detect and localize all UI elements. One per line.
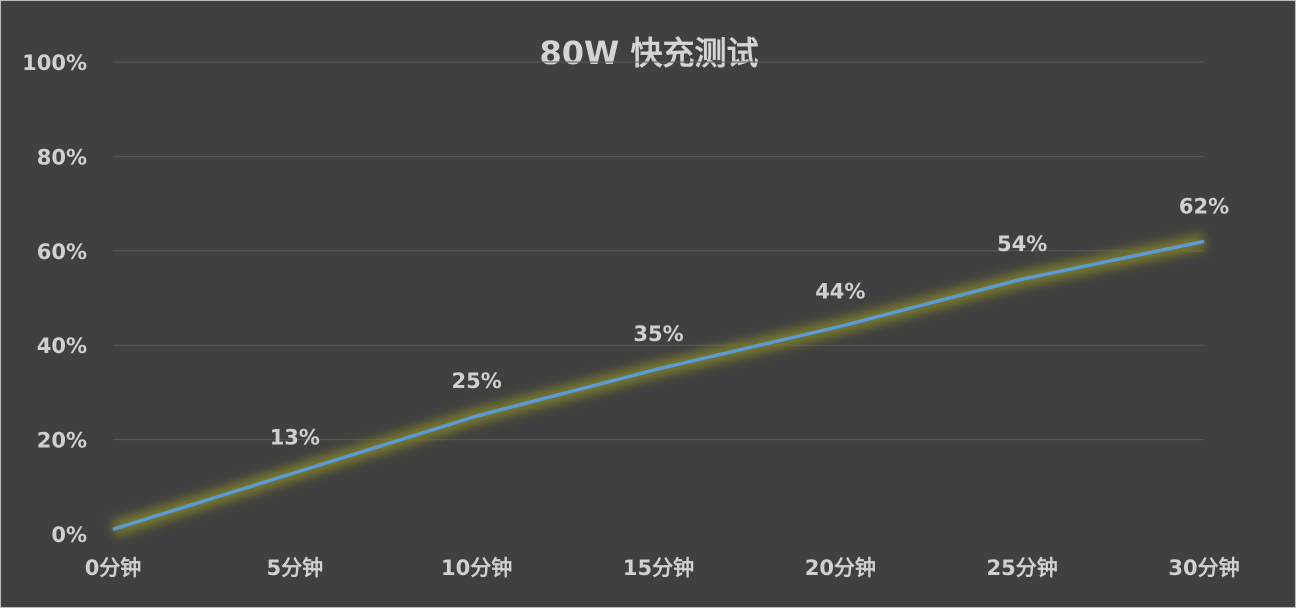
data-label: 25% <box>452 369 502 393</box>
x-tick-label: 5分钟 <box>267 556 324 580</box>
y-tick-label: 0% <box>51 523 87 547</box>
data-label: 62% <box>1179 194 1229 218</box>
data-label: 35% <box>633 322 683 346</box>
y-tick-label: 100% <box>22 51 87 75</box>
x-tick-label: 25分钟 <box>987 556 1058 580</box>
y-tick-label: 20% <box>37 429 87 453</box>
series-line <box>112 239 1205 531</box>
x-tick-label: 10分钟 <box>441 556 512 580</box>
data-label: 44% <box>815 279 865 303</box>
x-tick-label: 20分钟 <box>805 556 876 580</box>
x-tick-label: 30分钟 <box>1168 556 1239 580</box>
data-label: 54% <box>997 232 1047 256</box>
x-tick-label: 0分钟 <box>85 556 142 580</box>
x-tick-label: 15分钟 <box>623 556 694 580</box>
series-line-glow <box>110 233 1206 537</box>
y-tick-label: 40% <box>37 334 87 358</box>
y-tick-label: 60% <box>37 240 87 264</box>
chart-title: 80W 快充测试 <box>540 34 759 72</box>
y-tick-label: 80% <box>37 145 87 169</box>
data-label: 13% <box>270 426 320 450</box>
